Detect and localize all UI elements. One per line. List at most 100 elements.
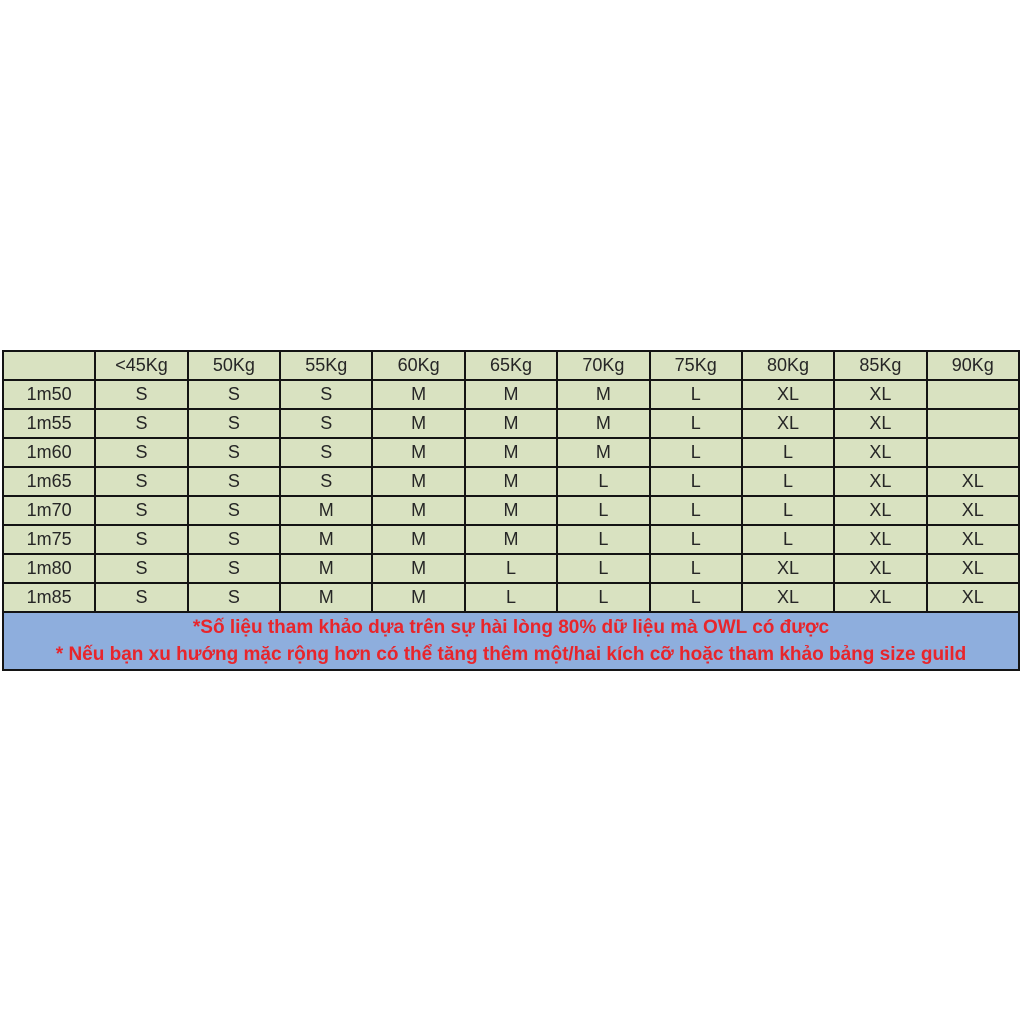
size-cell: S: [186, 582, 282, 613]
size-cell: S: [94, 466, 189, 497]
size-cell: S: [94, 524, 189, 555]
table-row: 1m70 S S M M M L L L XL XL: [1, 495, 1021, 526]
table-row: 1m60 S S S M M M L L XL: [1, 437, 1021, 468]
size-cell: XL: [740, 379, 836, 410]
table-row: 1m50 S S S M M M L XL XL: [1, 379, 1021, 410]
size-cell: M: [371, 379, 466, 410]
header-row: <45Kg 50Kg 55Kg 60Kg 65Kg 70Kg 75Kg 80Kg 85Kg 90K…: [1, 350, 1021, 381]
size-cell: XL: [833, 495, 928, 526]
note-line-1: *Số liệu tham khảo dựa trên sự hài lòng …: [192, 617, 830, 638]
table-row: 1m55 S S S M M M L XL XL: [1, 408, 1021, 439]
size-cell: L: [648, 582, 743, 613]
size-cell: L: [740, 524, 836, 555]
size-cell: L: [648, 524, 743, 555]
size-cell: M: [463, 408, 559, 439]
size-cell: XL: [925, 524, 1021, 555]
size-cell: [925, 408, 1021, 439]
size-cell: S: [94, 495, 189, 526]
notes-row: *Số liệu tham khảo dựa trên sự hài lòng …: [2, 611, 1020, 671]
size-cell: M: [463, 437, 559, 468]
weight-header: 90Kg: [925, 350, 1021, 381]
size-cell: L: [463, 582, 559, 613]
size-cell: [925, 379, 1021, 410]
size-cell: S: [94, 379, 189, 410]
size-cell: M: [463, 466, 559, 497]
weight-header: 50Kg: [186, 350, 282, 381]
size-cell: S: [94, 437, 189, 468]
height-label: 1m85: [1, 582, 97, 613]
size-cell: L: [463, 553, 559, 584]
size-cell: M: [279, 495, 374, 526]
size-cell: L: [648, 379, 743, 410]
size-cell: S: [94, 582, 189, 613]
table-row: 1m75 S S M M M L L L XL XL: [1, 524, 1021, 555]
size-cell: S: [94, 408, 189, 439]
weight-header: <45Kg: [94, 350, 189, 381]
size-cell: L: [556, 582, 651, 613]
size-cell: M: [371, 553, 466, 584]
size-cell: S: [186, 495, 282, 526]
size-cell: L: [648, 437, 743, 468]
size-cell: XL: [833, 437, 928, 468]
table-body: 1m50 S S S M M M L XL XL 1m55 S S S M M M L XL XL 1m60 S S S M M M…: [1, 379, 1021, 613]
weight-header: 70Kg: [556, 350, 651, 381]
size-cell: M: [556, 408, 651, 439]
size-cell: XL: [925, 495, 1021, 526]
table-row: 1m85 S S M M L L L XL XL XL: [1, 582, 1021, 613]
size-cell: L: [556, 466, 651, 497]
size-cell: M: [371, 437, 466, 468]
size-cell: S: [186, 466, 282, 497]
size-cell: L: [556, 553, 651, 584]
size-cell: XL: [925, 553, 1021, 584]
size-cell: L: [648, 495, 743, 526]
notes-cell: *Số liệu tham khảo dựa trên sự hài lòng …: [2, 611, 1020, 671]
size-cell: XL: [925, 582, 1021, 613]
table-head: <45Kg 50Kg 55Kg 60Kg 65Kg 70Kg 75Kg 80Kg 85Kg 90K…: [1, 350, 1021, 381]
size-cell: M: [279, 582, 374, 613]
size-cell: M: [371, 582, 466, 613]
height-label: 1m65: [1, 466, 97, 497]
size-cell: L: [556, 495, 651, 526]
weight-header: 80Kg: [740, 350, 836, 381]
size-cell: L: [740, 437, 836, 468]
size-cell: XL: [925, 466, 1021, 497]
table-row: 1m80 S S M M L L L XL XL XL: [1, 553, 1021, 584]
size-cell: L: [740, 495, 836, 526]
size-cell: S: [186, 437, 282, 468]
height-label: 1m75: [1, 524, 97, 555]
size-cell: S: [279, 466, 374, 497]
table-foot: *Số liệu tham khảo dựa trên sự hài lòng …: [2, 611, 1020, 671]
size-cell: S: [186, 553, 282, 584]
size-chart-table: <45Kg 50Kg 55Kg 60Kg 65Kg 70Kg 75Kg 80Kg 85Kg 90K…: [1, 350, 1021, 671]
size-cell: XL: [833, 582, 928, 613]
size-cell: S: [279, 379, 374, 410]
height-label: 1m55: [1, 408, 97, 439]
size-cell: M: [371, 466, 466, 497]
size-cell: XL: [833, 553, 928, 584]
size-cell: L: [648, 466, 743, 497]
size-cell: S: [186, 524, 282, 555]
size-cell: XL: [833, 379, 928, 410]
size-cell: M: [371, 408, 466, 439]
height-label: 1m70: [1, 495, 97, 526]
height-label: 1m60: [1, 437, 97, 468]
size-cell: M: [371, 524, 466, 555]
size-cell: S: [186, 408, 282, 439]
note-line-2: * Nếu bạn xu hướng mặc rộng hơn có thể t…: [55, 644, 967, 665]
size-cell: M: [556, 437, 651, 468]
size-cell: M: [556, 379, 651, 410]
weight-header: 85Kg: [833, 350, 928, 381]
size-cell: S: [186, 379, 282, 410]
size-cell: M: [463, 379, 559, 410]
size-cell: XL: [833, 524, 928, 555]
size-cell: L: [648, 553, 743, 584]
size-cell: XL: [833, 466, 928, 497]
size-cell: S: [279, 408, 374, 439]
size-cell: XL: [740, 582, 836, 613]
height-label: 1m50: [1, 379, 97, 410]
weight-header: 60Kg: [371, 350, 466, 381]
size-cell: M: [279, 524, 374, 555]
size-cell: M: [371, 495, 466, 526]
size-cell: M: [279, 553, 374, 584]
